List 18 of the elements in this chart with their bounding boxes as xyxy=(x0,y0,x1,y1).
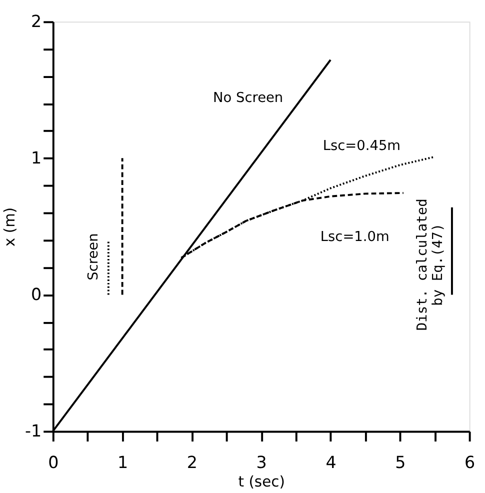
x-axis-title: t (sec) xyxy=(238,474,285,491)
x-tick-label: 2 xyxy=(186,452,198,472)
x-tick-label: 5 xyxy=(395,452,406,472)
x-tick-label: 6 xyxy=(464,452,476,472)
annotation: Lsc=0.45m xyxy=(322,138,401,154)
y-axis-title: x (m) xyxy=(1,207,18,247)
y-tick-label: 2 xyxy=(31,12,42,32)
annotation: No Screen xyxy=(213,90,284,106)
y-tick-label: -1 xyxy=(25,422,42,441)
annotation: Lsc=1.0m xyxy=(320,229,390,246)
x-tick-label: 4 xyxy=(326,452,336,472)
y-tick-label: 1 xyxy=(31,148,42,168)
y-tick-label: 0 xyxy=(31,285,42,304)
annotation: Dist. calculated by Eq.(47) xyxy=(414,198,446,331)
x-tick-label: 0 xyxy=(48,452,59,472)
annotation: Screen xyxy=(86,233,102,280)
x-tick-label: 3 xyxy=(256,452,267,472)
x-tick-label: 1 xyxy=(118,452,128,472)
